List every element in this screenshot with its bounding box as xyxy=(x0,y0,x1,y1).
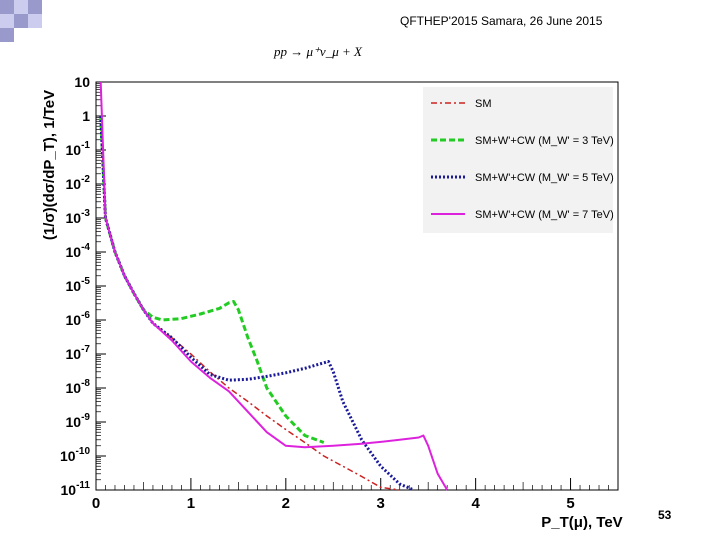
y-tick-label: 10-5 xyxy=(66,276,91,294)
y-tick-label: 10-1 xyxy=(66,140,91,158)
deco-square-7 xyxy=(28,14,42,28)
y-tick-label-base: 10 xyxy=(66,278,82,294)
x-axis: 0 1 2 3 4 5 xyxy=(92,478,619,512)
x-tick-label: 4 xyxy=(471,495,480,512)
y-tick-label-exponent: -5 xyxy=(81,276,90,287)
series-line-3 xyxy=(99,115,415,492)
series-line-4 xyxy=(99,81,449,491)
y-tick-label-exponent: -3 xyxy=(81,208,90,219)
y-tick-label: 10 xyxy=(74,74,90,90)
y-tick-label-exponent: -9 xyxy=(81,412,90,423)
y-tick-label: 10-2 xyxy=(66,174,91,192)
y-tick-label: 10-3 xyxy=(66,208,91,226)
legend-box xyxy=(423,87,613,233)
y-tick-label: 10-6 xyxy=(66,310,91,328)
x-tick-label: 3 xyxy=(377,495,385,512)
y-tick-label-exponent: -2 xyxy=(81,174,90,185)
y-tick-label-base: 10 xyxy=(66,244,82,260)
y-tick-label: 10-4 xyxy=(66,242,91,260)
legend-entry-3: SM+W'+CW (M_W' = 5 TeV) xyxy=(475,172,614,184)
y-tick-label-base: 10 xyxy=(61,482,77,498)
y-tick-label-exponent: -6 xyxy=(81,310,90,321)
y-tick-label-base: 10 xyxy=(66,346,82,362)
legend-entry-4: SM+W'+CW (M_W' = 7 TeV) xyxy=(475,209,614,221)
y-tick-label-exponent: -8 xyxy=(81,378,90,389)
y-tick-label: 10-8 xyxy=(66,378,91,396)
deco-square-4 xyxy=(14,14,28,28)
y-tick-label-base: 10 xyxy=(60,448,76,464)
x-tick-label: 5 xyxy=(566,495,574,512)
y-tick-label-base: 1 xyxy=(82,108,90,124)
deco-square-5 xyxy=(0,14,14,28)
y-axis-title: (1/σ)(dσ/dP_T), 1/TeV xyxy=(41,90,58,240)
y-tick-label-base: 10 xyxy=(66,176,82,192)
deco-square-2 xyxy=(14,0,28,14)
legend-entry-2: SM+W'+CW (M_W' = 3 TeV) xyxy=(475,135,614,147)
legend: SM SM+W'+CW (M_W' = 3 TeV) SM+W'+CW (M_W' … xyxy=(423,87,614,233)
y-tick-label-exponent: -10 xyxy=(76,446,91,457)
legend-entry-1: SM xyxy=(475,98,492,110)
deco-square-6 xyxy=(0,28,14,42)
slide-header: QFTHEP'2015 Samara, 26 June 2015 xyxy=(400,14,603,28)
y-tick-label-exponent: -7 xyxy=(81,344,90,355)
y-tick-label-exponent: -1 xyxy=(81,140,90,151)
y-tick-label: 1 xyxy=(82,108,90,124)
series-group xyxy=(99,81,449,492)
deco-square-1 xyxy=(0,0,14,14)
series-line-2 xyxy=(99,115,325,444)
y-tick-label: 10-10 xyxy=(60,446,90,464)
deco-square-3 xyxy=(28,0,42,14)
slide-decoration xyxy=(0,0,42,42)
y-tick-label: 10-7 xyxy=(66,344,91,362)
y-tick-label-exponent: -11 xyxy=(76,480,90,491)
y-tick-label-exponent: -4 xyxy=(81,242,90,253)
y-tick-label-base: 10 xyxy=(66,142,82,158)
y-tick-label-base: 10 xyxy=(66,312,82,328)
x-tick-label: 1 xyxy=(187,495,195,512)
chart-title: pp → μ⁺ν_μ + X xyxy=(273,44,363,59)
x-axis-title: P_T(μ), TeV xyxy=(541,514,622,531)
y-axis: 10-1110-1010-910-810-710-610-510-410-310… xyxy=(60,74,106,498)
y-tick-label-base: 10 xyxy=(74,74,90,90)
series-line-1 xyxy=(99,115,400,491)
y-tick-label: 10-9 xyxy=(66,412,91,430)
y-tick-label-base: 10 xyxy=(66,210,82,226)
x-tick-label: 0 xyxy=(92,495,100,512)
y-tick-label-base: 10 xyxy=(66,414,82,430)
y-tick-label: 10-11 xyxy=(61,480,91,498)
page-number: 53 xyxy=(658,508,672,522)
x-tick-label: 2 xyxy=(282,495,290,512)
y-tick-label-base: 10 xyxy=(66,380,82,396)
